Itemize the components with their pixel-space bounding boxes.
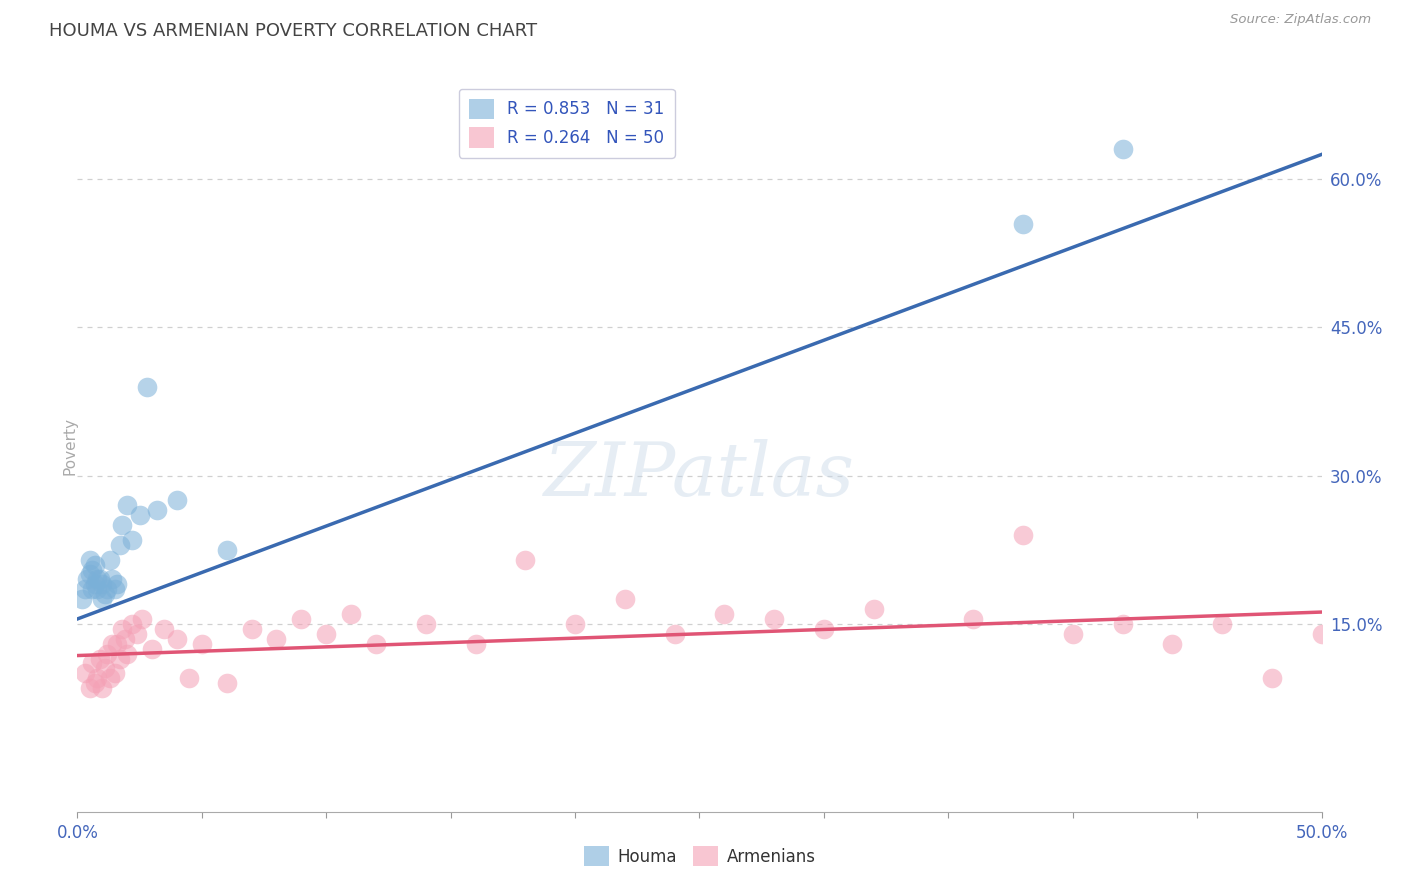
Point <box>73 666 96 681</box>
Point <box>89 651 111 665</box>
Point <box>1261 671 1284 685</box>
Point <box>111 518 134 533</box>
Point <box>125 627 148 641</box>
Point <box>141 641 163 656</box>
Point <box>813 622 835 636</box>
Point <box>79 552 101 566</box>
Point <box>76 573 98 587</box>
Point <box>266 632 288 646</box>
Point <box>179 671 201 685</box>
Point <box>1012 217 1035 231</box>
Point <box>136 380 159 394</box>
Point <box>115 647 138 661</box>
Legend: Houma, Armenians: Houma, Armenians <box>576 839 823 873</box>
Point <box>105 637 128 651</box>
Point <box>515 552 537 566</box>
Point <box>73 582 96 597</box>
Point <box>713 607 735 621</box>
Point <box>1310 627 1333 641</box>
Point <box>340 607 363 621</box>
Point <box>613 592 636 607</box>
Point <box>315 627 337 641</box>
Point <box>93 661 115 675</box>
Point <box>83 676 105 690</box>
Point <box>166 493 188 508</box>
Point <box>96 582 118 597</box>
Point <box>104 582 127 597</box>
Point <box>1111 143 1133 157</box>
Point <box>191 637 214 651</box>
Point <box>240 622 263 636</box>
Point <box>83 558 105 572</box>
Point <box>111 622 134 636</box>
Point <box>115 498 138 512</box>
Point <box>86 582 108 597</box>
Point <box>153 622 176 636</box>
Text: ZIPatlas: ZIPatlas <box>544 439 855 511</box>
Point <box>114 632 136 646</box>
Point <box>1161 637 1184 651</box>
Point <box>79 681 101 695</box>
Point <box>101 573 124 587</box>
Point <box>1111 616 1133 631</box>
Point <box>96 647 118 661</box>
Point <box>91 681 114 695</box>
Point <box>108 651 131 665</box>
Point <box>121 533 143 547</box>
Point <box>93 587 115 601</box>
Point <box>1211 616 1233 631</box>
Point <box>364 637 387 651</box>
Point <box>763 612 786 626</box>
Point <box>89 573 111 587</box>
Point <box>98 552 121 566</box>
Point <box>82 582 104 597</box>
Point <box>104 666 127 681</box>
Point <box>91 592 114 607</box>
Point <box>290 612 312 626</box>
Point <box>82 657 104 671</box>
Point <box>86 671 108 685</box>
Point <box>72 592 94 607</box>
Y-axis label: Poverty: Poverty <box>63 417 77 475</box>
Point <box>79 567 101 582</box>
Point <box>415 616 437 631</box>
Point <box>128 508 150 523</box>
Point <box>1012 528 1035 542</box>
Point <box>105 577 128 591</box>
Point <box>101 637 124 651</box>
Point <box>91 577 114 591</box>
Point <box>215 676 238 690</box>
Point <box>82 563 104 577</box>
Point <box>121 616 143 631</box>
Point <box>146 503 169 517</box>
Point <box>83 577 105 591</box>
Point <box>98 671 121 685</box>
Point <box>108 538 131 552</box>
Point <box>1062 627 1084 641</box>
Point <box>664 627 686 641</box>
Text: Source: ZipAtlas.com: Source: ZipAtlas.com <box>1230 13 1371 27</box>
Point <box>464 637 486 651</box>
Point <box>131 612 153 626</box>
Point <box>564 616 586 631</box>
Text: HOUMA VS ARMENIAN POVERTY CORRELATION CHART: HOUMA VS ARMENIAN POVERTY CORRELATION CH… <box>49 22 537 40</box>
Point <box>215 542 238 557</box>
Point <box>962 612 984 626</box>
Point <box>166 632 188 646</box>
Point <box>862 602 884 616</box>
Point <box>86 573 108 587</box>
